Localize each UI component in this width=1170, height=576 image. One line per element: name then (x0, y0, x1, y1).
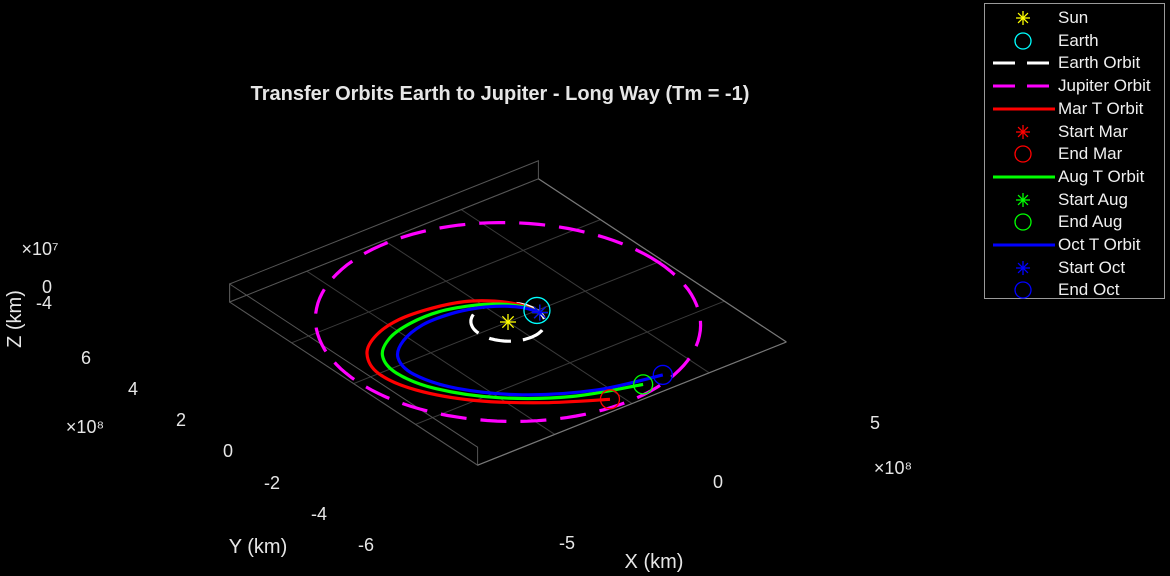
z-tick-label: -4 (36, 293, 52, 313)
legend-item: End Aug (985, 211, 1165, 233)
y-tick-label: 4 (128, 379, 138, 399)
legend-label: End Oct (1058, 280, 1120, 300)
legend-circle (1014, 281, 1032, 300)
legend-asterisk (1016, 124, 1030, 139)
grid-line-x (460, 209, 710, 374)
legend-label: Aug T Orbit (1058, 166, 1145, 186)
sun-marker (500, 314, 516, 330)
legend-item: Mar T Orbit (985, 98, 1165, 120)
mar-t-orbit-line (365, 299, 611, 405)
legend-item: Earth Orbit (985, 52, 1165, 74)
legend-symbol (1016, 192, 1030, 207)
legend-item: Aug T Orbit (985, 166, 1165, 188)
legend-symbol (1016, 11, 1030, 25)
x-tick-label: 0 (713, 472, 723, 492)
legend-item: Start Oct (985, 257, 1165, 279)
legend-label: Mar T Orbit (1058, 98, 1144, 118)
end-mar-marker (599, 389, 621, 410)
legend-item: Start Aug (985, 189, 1165, 211)
legend-circle (1014, 32, 1032, 50)
y-exponent-label: ×10⁸ (66, 417, 104, 437)
grid-layer (229, 160, 787, 467)
y-axis-label: Y (km) (229, 536, 288, 558)
legend-label: Earth Orbit (1058, 53, 1141, 73)
legend-symbol (993, 175, 1055, 179)
y-tick-label: -4 (311, 504, 327, 524)
legend-item: Earth (985, 30, 1165, 52)
jupiter-orbit-line (313, 221, 703, 423)
z-exponent-label: ×10⁷ (21, 239, 58, 259)
y-tick-label: 2 (176, 410, 186, 430)
legend-symbol (1014, 281, 1032, 300)
legend-label: End Mar (1058, 144, 1123, 164)
x-axis-label: X (km) (625, 551, 684, 573)
axes-wall (229, 160, 539, 303)
legend-asterisk (1016, 260, 1030, 275)
legend-circle (1014, 213, 1032, 231)
orbit-layer (313, 221, 703, 423)
legend-symbol (993, 107, 1055, 111)
x-tick-label: -5 (559, 533, 575, 553)
grid-line-y (291, 219, 601, 344)
legend-symbol (993, 243, 1055, 247)
z-axis-label: Z (km) (4, 290, 26, 348)
start-oct-marker (531, 304, 548, 321)
y-tick-label: -2 (264, 473, 280, 493)
legend-symbol (1016, 260, 1030, 275)
x-exponent-label: ×10⁸ (874, 458, 912, 478)
chart-title: Transfer Orbits Earth to Jupiter - Long … (251, 83, 750, 105)
legend-label: Sun (1058, 8, 1089, 27)
x-tick-label: 5 (870, 413, 880, 433)
legend-label: Oct T Orbit (1058, 235, 1141, 254)
legend-item: End Mar (985, 143, 1165, 165)
y-tick-label: 0 (223, 441, 233, 461)
legend-label: End Aug (1058, 212, 1123, 232)
legend-item: End Oct (985, 279, 1165, 301)
legend-label: Start Oct (1058, 257, 1126, 277)
axis-edge (538, 178, 787, 343)
earth-marker (523, 296, 551, 325)
axis-edge (477, 341, 787, 466)
legend-symbol (1014, 145, 1032, 163)
legend-item: Jupiter Orbit (985, 75, 1165, 97)
legend-symbol (1016, 124, 1030, 139)
legend-label: Start Mar (1058, 121, 1128, 141)
legend-asterisk (1016, 11, 1030, 25)
oct-t-orbit-line (395, 304, 664, 397)
legend-item: Sun (985, 7, 1165, 29)
legend: Sun Earth Earth Orbit Jupiter Orbit Mar T Or… (984, 3, 1165, 299)
legend-label: Jupiter Orbit (1058, 76, 1151, 96)
legend-symbol (993, 61, 1055, 65)
marker-layer (500, 296, 673, 410)
legend-symbol (1014, 213, 1032, 231)
aug-t-orbit-line (380, 302, 644, 401)
legend-item: Oct T Orbit (985, 234, 1165, 256)
legend-circle (1014, 145, 1032, 163)
legend-label: Start Aug (1058, 189, 1128, 209)
legend-label: Earth (1058, 30, 1099, 50)
y-tick-label: 6 (81, 348, 91, 368)
y-tick-label: -6 (358, 535, 374, 555)
end-oct-marker (652, 364, 673, 386)
z-tick-label: 0 (42, 277, 52, 297)
legend-asterisk (1016, 192, 1030, 207)
legend-item: Start Mar (985, 121, 1165, 143)
legend-symbol (993, 84, 1055, 88)
legend-symbol (1014, 32, 1032, 50)
end-aug-marker (632, 374, 654, 395)
